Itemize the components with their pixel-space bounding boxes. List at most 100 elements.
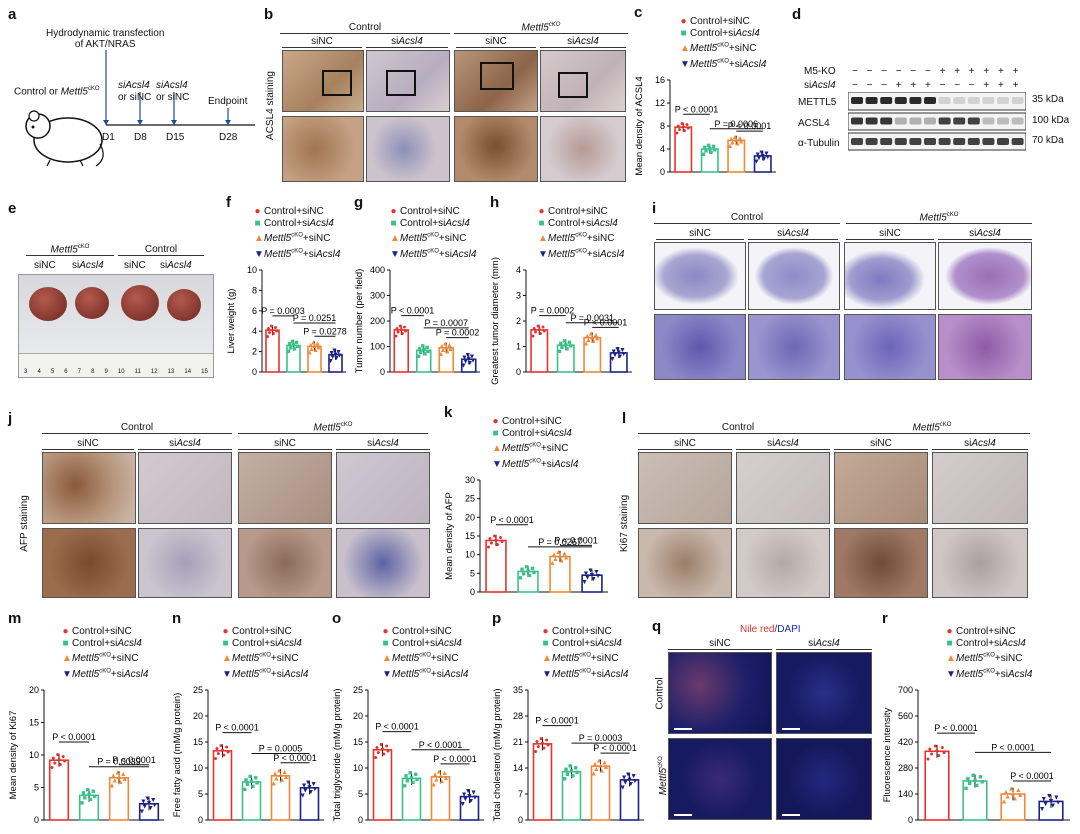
data-point: ▼ [306,784,313,791]
data-point: ▼ [593,569,600,576]
data-point: ▼ [756,155,763,162]
data-point: ● [539,735,543,742]
blot-label: α-Tubulin [798,138,840,149]
j-sub: siAcsl4 [138,438,232,450]
ihc-image [138,452,232,524]
data-point: ■ [291,342,295,349]
ruler-tick: 10 [117,369,125,375]
data-point: ■ [562,338,566,345]
y-tick-label: 2 [516,316,521,326]
data-point: ■ [287,341,291,348]
data-point: ▲ [588,330,595,337]
data-point: ▼ [302,787,309,794]
y-axis-label: Tumor number (per field) [354,269,365,374]
liver-photo: 3 4 5 6 7 8 9 10 11 12 13 14 15 [18,274,214,378]
legend-item: ● Control+siNC [492,416,578,428]
fluor-image [668,652,772,734]
blot-band [924,138,936,145]
blot-sign: − [968,80,975,91]
legend-item: ▼Mettl5cKO+siAcsl4 [254,245,340,260]
y-tick-label: 0 [518,815,523,825]
ruler: 3 4 5 6 7 8 9 10 11 12 13 14 15 [19,353,213,377]
panel-label: h [490,194,500,211]
e-sub: siAcsl4 [72,260,104,271]
p-value: P < 0.0001 [273,753,317,763]
data-point: ▲ [314,341,321,348]
q-row: Control [654,677,666,710]
legend-label: Control+siNC [264,206,324,217]
data-point: ● [930,751,934,758]
data-point: ● [61,753,65,760]
a-day: D28 [219,132,238,143]
data-point: ▼ [764,154,771,161]
data-point: ■ [404,773,408,780]
a-t1: siAcsl4 or siNC [118,80,152,103]
data-point: ● [398,323,402,330]
data-point: ● [542,328,546,335]
data-point: ■ [565,771,569,778]
legend-label: Control+siNC [392,626,452,637]
data-point: ▲ [108,782,115,789]
y-axis-label: Total triglyceride (mM/g protein) [332,688,343,821]
data-point: ● [265,333,269,340]
data-point: ▲ [282,774,289,781]
legend-item: ▼Mettl5cKO+siAcsl4 [222,665,308,680]
chart-svg: 0 5 10 15 20 25 Total triglyceride (mM/g prote… [332,685,484,825]
blot-band [880,117,893,125]
data-point: ▼ [467,798,474,805]
data-point: ■ [567,339,571,346]
chart-m: m ● Control+siNC ■ Control+siAcsl4 ▲Mettl5cKO… [6,610,170,834]
data-point: ■ [518,575,522,582]
data-point: ■ [521,571,525,578]
legend-label: Mettl5cKO+siNC [264,233,331,245]
legend-label: Mettl5cKO+siNC [392,653,459,665]
l-group: Control [638,422,838,434]
data-point: ■ [532,569,536,576]
ruler-tick: 12 [150,369,158,375]
legend-label: Mettl5cKO+siAcsl4 [392,668,469,680]
data-point: ▲ [306,350,313,357]
data-point: ▲ [1017,792,1024,799]
y-tick-label: 21 [513,737,523,747]
y-tick-label: 400 [370,265,385,275]
e-group: Control [118,244,204,256]
data-point: ● [219,742,223,749]
panel-label: f [226,194,231,211]
data-point: ▼ [460,362,467,369]
legend-item: ■ Control+siAcsl4 [62,638,148,650]
blot-sign: − [925,66,931,77]
he-image [938,242,1032,310]
panel-b: b Control Mettl5cKO siNC siAcsl4 siNC si… [262,0,632,190]
legend-label: Control+siNC [690,16,750,27]
data-point: ▲ [727,143,734,150]
data-point: ■ [569,768,573,775]
data-point: ■ [423,351,427,358]
data-point: ▼ [307,789,314,796]
y-tick-label: 2 [252,347,257,357]
data-point: ▼ [625,771,632,778]
legend-label: Control+siNC [548,206,608,217]
p-value: P < 0.0001 [584,317,628,327]
data-point: ■ [422,347,426,354]
legend-item: ● Control+siNC [946,626,1032,638]
legend-item: ■ Control+siAcsl4 [254,218,340,230]
ihc-zoom-image [336,528,430,598]
blot-band [894,117,907,125]
y-tick-label: 10 [465,550,475,560]
e-sub: siNC [34,260,56,271]
y-tick-label: 25 [353,685,363,695]
data-point: ▲ [117,779,124,786]
blot-sign: − [910,66,917,77]
b-sub: siNC [456,36,536,48]
a-title: Hydrodynamic transfection of AKT/NRAS [46,28,165,50]
blot-band [967,138,980,145]
data-point: ● [682,127,686,134]
legend-marker: ■ [382,638,389,649]
data-point: ● [53,760,57,767]
data-point: ● [402,324,406,331]
data-point: ▲ [443,345,450,352]
data-point: ▲ [441,770,448,777]
y-axis-label: Liver weight (g) [226,289,237,354]
